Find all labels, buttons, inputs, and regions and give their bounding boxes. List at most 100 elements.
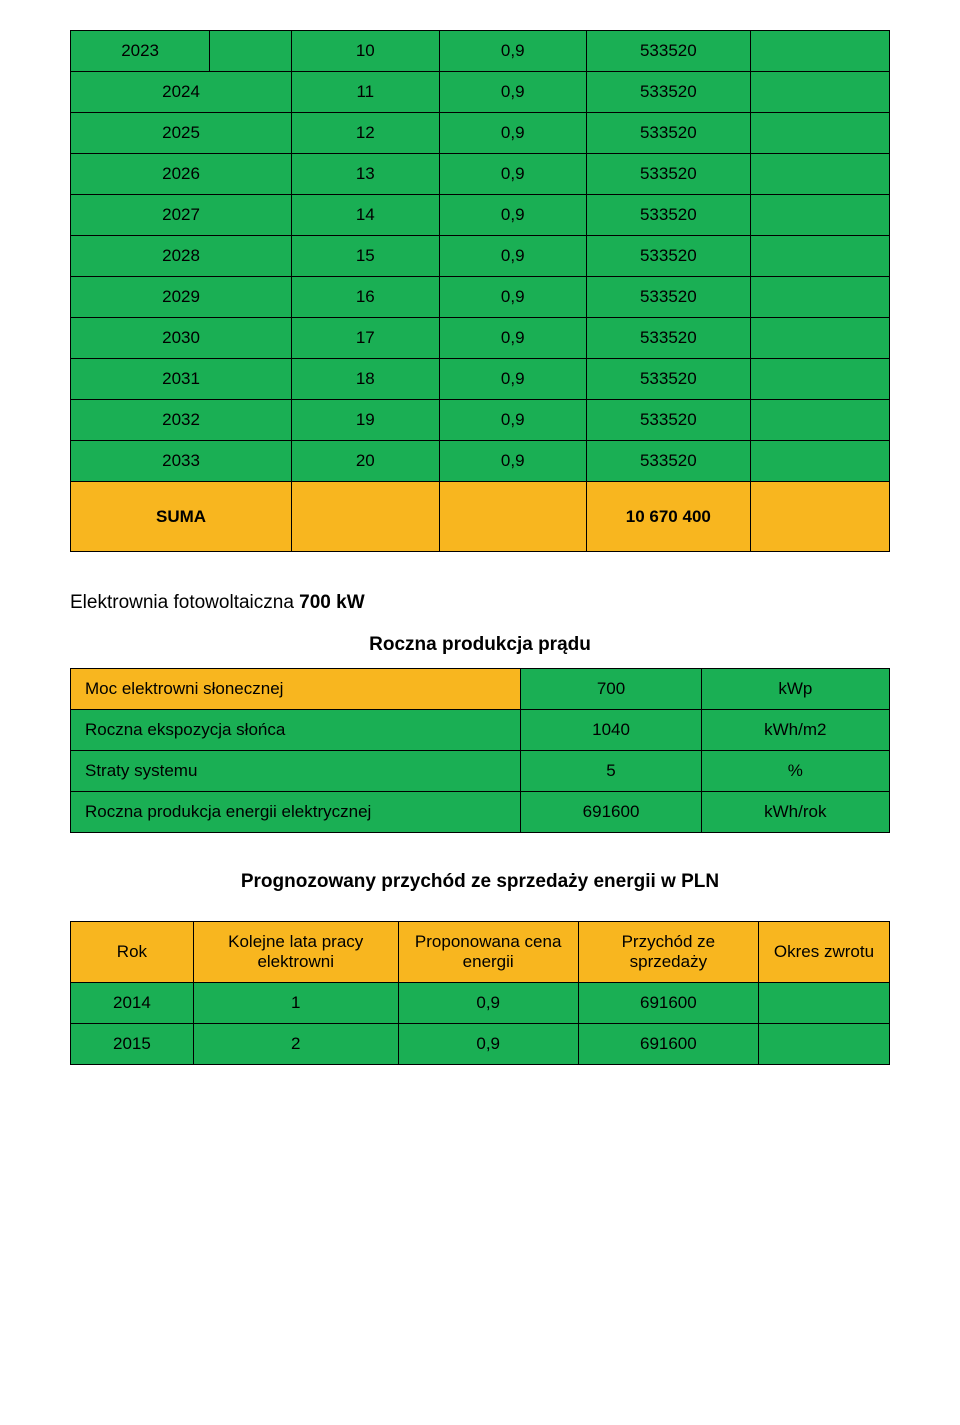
param-value: 5 xyxy=(521,751,701,792)
table-cell: 533520 xyxy=(586,441,750,482)
table-cell: 691600 xyxy=(578,983,758,1024)
table-cell: 2015 xyxy=(71,1024,194,1065)
table-row: 2033200,9533520 xyxy=(71,441,890,482)
table-cell: 533520 xyxy=(586,318,750,359)
table-row: 2024110,9533520 xyxy=(71,72,890,113)
table-cell: 0,9 xyxy=(439,72,586,113)
table-cell xyxy=(750,113,889,154)
table-row: 2027140,9533520 xyxy=(71,195,890,236)
param-label: Roczna ekspozycja słońca xyxy=(71,710,521,751)
table-cell: 0,9 xyxy=(439,31,586,72)
table-cell: 533520 xyxy=(586,113,750,154)
table-cell: 2032 xyxy=(71,400,292,441)
param-unit: kWp xyxy=(701,669,889,710)
table-cell: 0,9 xyxy=(398,983,578,1024)
table-cell xyxy=(758,983,889,1024)
table-cell: 2033 xyxy=(71,441,292,482)
param-label: Moc elektrowni słonecznej xyxy=(71,669,521,710)
table-header-cell: Okres zwrotu xyxy=(758,922,889,983)
table-cell: 15 xyxy=(292,236,439,277)
table-cell xyxy=(750,441,889,482)
table-cell: 2029 xyxy=(71,277,292,318)
table-row: 2026130,9533520 xyxy=(71,154,890,195)
table-cell xyxy=(750,72,889,113)
pv-plant-title-prefix: Elektrownia fotowoltaiczna xyxy=(70,592,299,613)
param-value: 700 xyxy=(521,669,701,710)
table-cell xyxy=(750,359,889,400)
table-row: 2023 100,9533520 xyxy=(71,31,890,72)
table-cell: 12 xyxy=(292,113,439,154)
table-cell: 0,9 xyxy=(439,359,586,400)
param-label: Roczna produkcja energii elektrycznej xyxy=(71,792,521,833)
table-cell: 20 xyxy=(292,441,439,482)
table-header-row: RokKolejne lata pracy elektrowniProponow… xyxy=(71,922,890,983)
table-header-cell: Rok xyxy=(71,922,194,983)
table-row: 201520,9691600 xyxy=(71,1024,890,1065)
table-row: 2030170,9533520 xyxy=(71,318,890,359)
table-cell: 0,9 xyxy=(439,236,586,277)
table-cell: 2031 xyxy=(71,359,292,400)
table-cell: 10 xyxy=(292,31,439,72)
table-cell xyxy=(750,31,889,72)
table-cell: 2030 xyxy=(71,318,292,359)
table-cell xyxy=(292,482,439,552)
pv-plant-title-power: 700 kW xyxy=(299,592,364,613)
table-cell: 18 xyxy=(292,359,439,400)
param-value: 691600 xyxy=(521,792,701,833)
table-cell: 1 xyxy=(193,983,398,1024)
table-cell: 10 670 400 xyxy=(586,482,750,552)
table-cell: 17 xyxy=(292,318,439,359)
table-cell: 533520 xyxy=(586,195,750,236)
table-row: 201410,9691600 xyxy=(71,983,890,1024)
table-cell: 19 xyxy=(292,400,439,441)
table-cell: SUMA xyxy=(71,482,292,552)
table-row: 2031180,9533520 xyxy=(71,359,890,400)
table-cell: 533520 xyxy=(586,400,750,441)
table-cell: 14 xyxy=(292,195,439,236)
table-row: Straty systemu5% xyxy=(71,751,890,792)
param-label: Straty systemu xyxy=(71,751,521,792)
table-cell: 2027 xyxy=(71,195,292,236)
table-cell xyxy=(758,1024,889,1065)
table-header-cell: Proponowana cena energii xyxy=(398,922,578,983)
table-cell: 2023 xyxy=(71,31,210,72)
table-cell xyxy=(750,195,889,236)
table-cell: 0,9 xyxy=(439,277,586,318)
table-header-cell: Kolejne lata pracy elektrowni xyxy=(193,922,398,983)
table-cell: 2026 xyxy=(71,154,292,195)
table-cell: 533520 xyxy=(586,359,750,400)
table-cell: 0,9 xyxy=(439,318,586,359)
table-cell: 0,9 xyxy=(439,154,586,195)
table-cell xyxy=(750,154,889,195)
table-cell: 0,9 xyxy=(439,113,586,154)
table-cell: 0,9 xyxy=(439,400,586,441)
table-row: Roczna produkcja energii elektrycznej691… xyxy=(71,792,890,833)
table-cell: 2025 xyxy=(71,113,292,154)
table-cell xyxy=(750,400,889,441)
table-cell: 13 xyxy=(292,154,439,195)
yearly-table: 2023100,95335202024110,95335202025120,95… xyxy=(70,30,890,552)
table-cell xyxy=(750,482,889,552)
table-cell xyxy=(210,31,292,72)
production-params-table: Moc elektrowni słonecznej700kWpRoczna ek… xyxy=(70,668,890,833)
table-cell: 2014 xyxy=(71,983,194,1024)
forecast-title: Prognozowany przychód ze sprzedaży energ… xyxy=(70,871,890,893)
param-unit: kWh/m2 xyxy=(701,710,889,751)
table-cell: 2028 xyxy=(71,236,292,277)
table-cell: 533520 xyxy=(586,31,750,72)
table-cell: 533520 xyxy=(586,72,750,113)
table-cell: 0,9 xyxy=(439,441,586,482)
table-row: Roczna ekspozycja słońca1040kWh/m2 xyxy=(71,710,890,751)
table-cell: 2 xyxy=(193,1024,398,1065)
table-row: 2028150,9533520 xyxy=(71,236,890,277)
table-cell: 533520 xyxy=(586,277,750,318)
table-cell xyxy=(750,236,889,277)
table-row: 2032190,9533520 xyxy=(71,400,890,441)
table-cell xyxy=(750,277,889,318)
table-row: 2029160,9533520 xyxy=(71,277,890,318)
sum-row: SUMA 10 670 400 xyxy=(71,482,890,552)
table-cell: 11 xyxy=(292,72,439,113)
table-cell: 0,9 xyxy=(398,1024,578,1065)
table-cell: 533520 xyxy=(586,154,750,195)
table-cell: 0,9 xyxy=(439,195,586,236)
